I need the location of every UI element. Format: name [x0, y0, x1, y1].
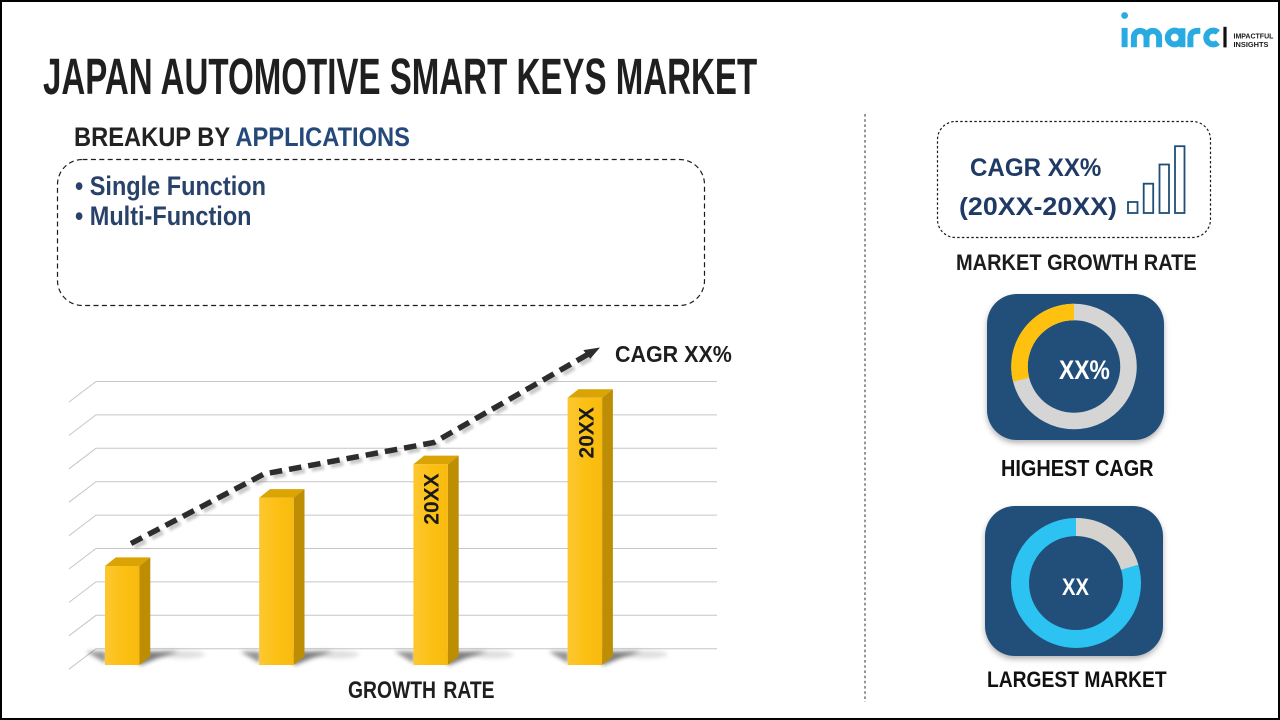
- svg-text:20XX: 20XX: [576, 407, 599, 458]
- svg-text:IMPACTFUL: IMPACTFUL: [1234, 31, 1274, 40]
- svg-text:INSIGHTS: INSIGHTS: [1234, 40, 1269, 49]
- svg-text:20XX: 20XX: [420, 473, 443, 524]
